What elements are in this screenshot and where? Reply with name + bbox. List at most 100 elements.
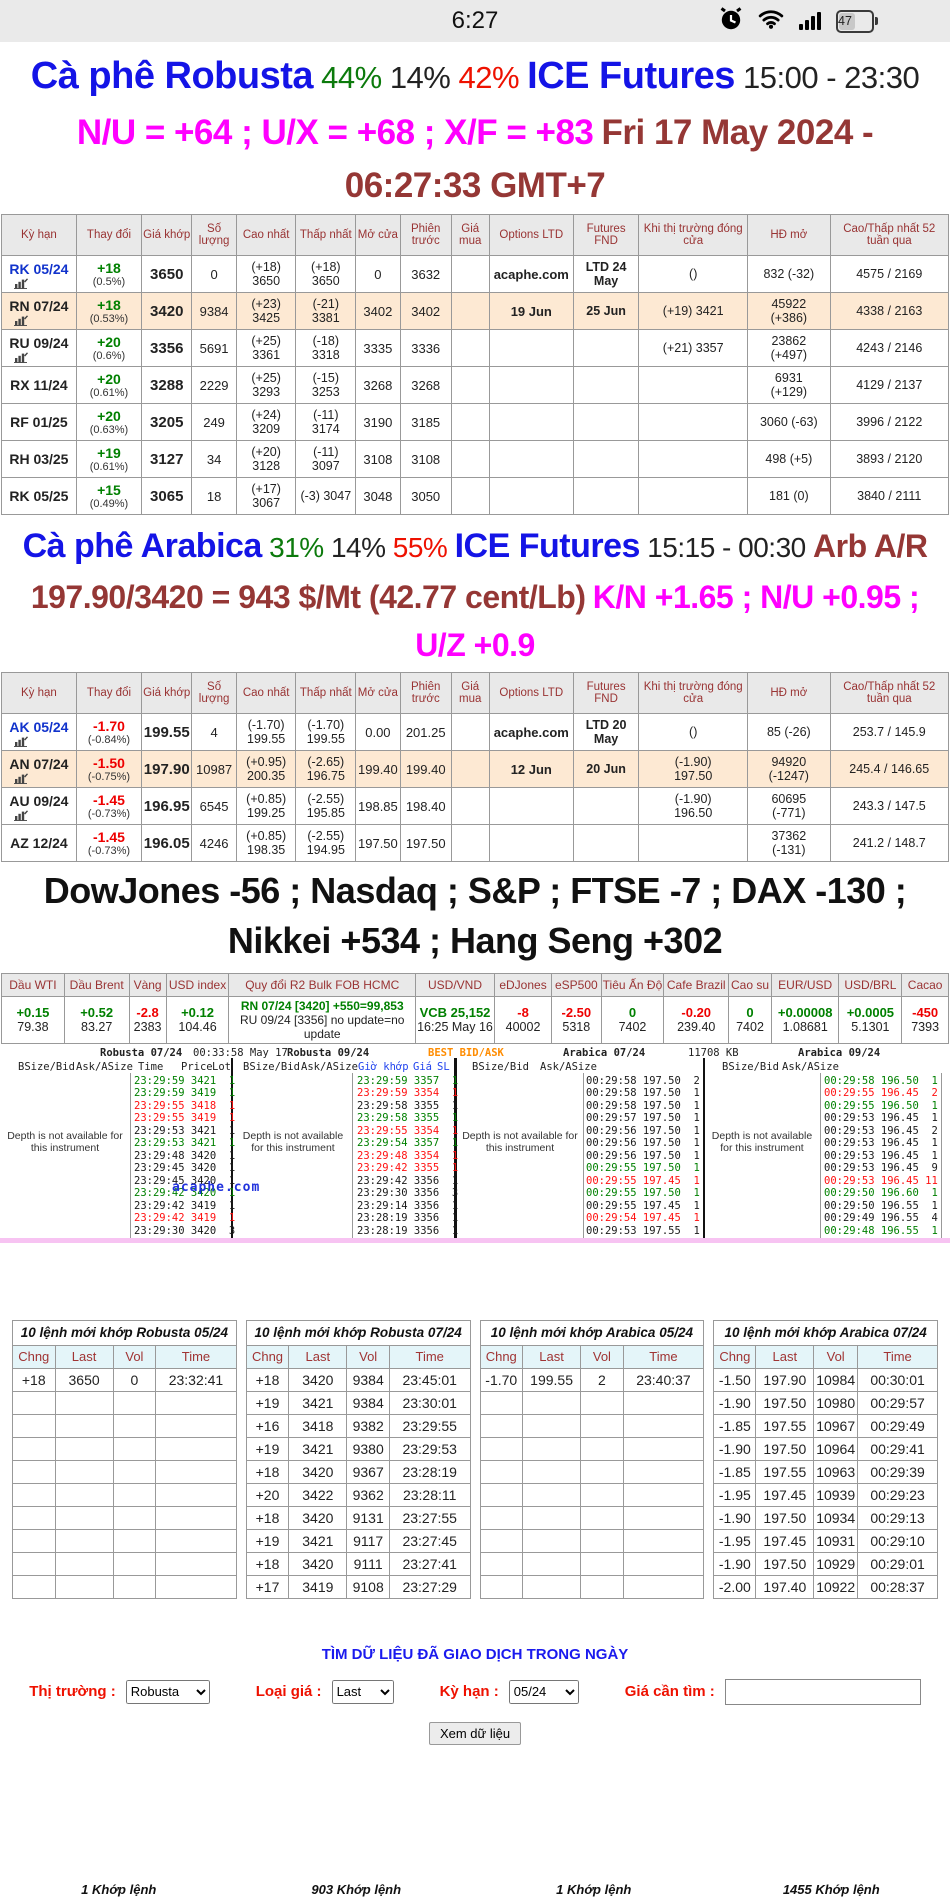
open-interest: 6931 (+129) (747, 366, 831, 405)
open-interest: 85 (-26) (747, 713, 831, 752)
depth-row: 23:29:55 3354 1 (357, 1124, 459, 1137)
depth-separator (703, 1057, 705, 1238)
strip-change: 0 (746, 1005, 754, 1021)
matched-cell (12, 1436, 56, 1461)
price-type-select[interactable]: Last (331, 1679, 394, 1704)
last-price: 3356 (141, 329, 193, 368)
search-section: TÌM DỮ LIỆU ĐÃ GIAO DỊCH TRONG NGÀY Thị … (0, 1646, 950, 1745)
depth-separator (352, 1072, 353, 1238)
matched-header-row: Chng Last Vol Time (245, 1344, 471, 1369)
strip-cell: -8 40002 (493, 995, 553, 1044)
view-data-button[interactable]: Xem dữ liệu (428, 1721, 522, 1745)
matched-cell (54, 1413, 114, 1438)
matched-cell: 23:27:55 (388, 1505, 471, 1530)
matched-title-row: 10 lệnh mới khớp Arabica 07/24 (713, 1319, 938, 1346)
buy-price (450, 292, 490, 331)
depth-row: 23:29:59 3357 1 (357, 1074, 459, 1087)
depth-row: 00:29:54 197.45 1 (586, 1212, 700, 1225)
matched-row (479, 1459, 705, 1484)
strip-header: eSP500 (551, 972, 602, 997)
matched-orders-section: 10 lệnh mới khớp Robusta 05/24 Chng Last Vo… (0, 1319, 950, 1599)
depth-row: 23:29:30 3420 3 (134, 1224, 236, 1237)
matched-cell: 197.45 (755, 1528, 815, 1553)
symbol-cell[interactable]: AK 05/24 (1, 713, 77, 752)
col-header: Số lượng (191, 672, 237, 715)
options-ltd: 19 Jun (488, 292, 574, 331)
session-high: (+0.85) 199.25 (235, 787, 297, 826)
col-header: Mở cửa (355, 214, 401, 257)
chart-icon (13, 809, 75, 821)
depth-col-label: Lot (212, 1060, 231, 1073)
matched-cell: 10929 (813, 1551, 859, 1576)
matched-col-header: Chng (12, 1344, 56, 1369)
matched-cell: +16 (245, 1413, 290, 1438)
search-title: TÌM DỮ LIỆU ĐÃ GIAO DỊCH TRONG NGÀY (321, 1645, 629, 1663)
change-percent: (0.61%) (89, 461, 129, 474)
depth-row: 00:29:58 197.50 2 (586, 1074, 700, 1087)
chart-icon (13, 277, 75, 289)
matched-cell: 3422 (288, 1482, 348, 1507)
contract-symbol: RX 11/24 (10, 377, 68, 394)
matched-cell: +20 (245, 1482, 290, 1507)
strip-header: eDJones (493, 972, 553, 997)
change-cell: +19 (0.61%) (75, 440, 143, 479)
contract-symbol: RK 05/25 (9, 488, 69, 505)
strip-value: 7393 (911, 1020, 940, 1035)
matched-cell: -1.90 (713, 1436, 757, 1461)
futures-fnd: LTD 20 May (572, 713, 640, 752)
depth-section: Robusta 07/24 00:33:58 May 17 Robusta 09/2… (0, 1044, 950, 1238)
matched-cell: 23:27:29 (388, 1574, 471, 1599)
futures-fnd (572, 366, 640, 405)
change-value: -1.50 (93, 755, 125, 772)
futures-fnd (572, 787, 640, 826)
depth-row: 00:29:53 196.45 1 (824, 1112, 938, 1125)
strip-change: RN 07/24 [3420] +550=99,853 (240, 998, 404, 1013)
depth-col-label: BSize/Bid (243, 1060, 300, 1073)
matched-cell (12, 1482, 56, 1507)
matched-row: +18 3420 9367 23:28:19 (245, 1459, 471, 1484)
last-price: 3288 (141, 366, 193, 405)
contract-symbol: RK 05/24 (9, 260, 69, 277)
volume: 5691 (191, 329, 237, 368)
prev-close: 199.40 (399, 750, 452, 789)
last-price: 199.55 (141, 713, 193, 752)
buy-price (450, 750, 490, 789)
symbol-cell: RX 11/24 (1, 366, 77, 405)
matched-cell: 23:28:11 (388, 1482, 471, 1507)
matched-cell (112, 1436, 157, 1461)
symbol-cell[interactable]: RK 05/24 (1, 255, 77, 294)
session-high: (+0.85) 198.35 (235, 824, 297, 863)
strip-change: +0.52 (80, 1005, 114, 1021)
depth-row: 23:29:30 3356 3 (357, 1187, 459, 1200)
price-search-input[interactable] (724, 1678, 921, 1705)
matched-col-header: Time (388, 1344, 471, 1369)
futures-row: AZ 12/24 -1.45 (-0.73%) 196.05 4246 (+0.85) 1… (1, 824, 950, 863)
strip-cell: +0.52 83.27 (63, 995, 130, 1044)
open-interest: 3060 (-63) (747, 403, 831, 442)
options-ltd (488, 787, 574, 826)
matched-cell: 00:29:13 (857, 1505, 938, 1530)
options-ltd (488, 477, 574, 516)
matched-cell (479, 1574, 523, 1599)
symbol-cell: AZ 12/24 (1, 824, 77, 863)
matched-cell (521, 1482, 582, 1507)
matched-cell (622, 1413, 705, 1438)
depth-row: 23:29:48 3420 1 (134, 1149, 236, 1162)
button-row: Xem dữ liệu (0, 1721, 950, 1745)
session-high: (+20) 3128 (235, 440, 297, 479)
depth-row: 23:29:42 3355 1 (357, 1162, 459, 1175)
market-select[interactable]: Robusta (125, 1679, 210, 1704)
matched-cell: 10963 (813, 1459, 859, 1484)
matched-cell: 197.40 (755, 1574, 815, 1599)
term-select[interactable]: 05/24 (508, 1679, 579, 1704)
strip-cell: -2.8 2383 (128, 995, 167, 1044)
year52-range: 4575 / 2169 (829, 255, 950, 294)
matched-cell (580, 1574, 624, 1599)
change-percent: (0.5%) (92, 276, 126, 289)
matched-row: +20 3422 9362 23:28:11 (245, 1482, 471, 1507)
session-high: (+0.95) 200.35 (235, 750, 297, 789)
depth-trade-list: 00:29:58 196.50 1 00:29:55 196.45 2 00:29:… (824, 1075, 938, 1238)
matched-cell (54, 1551, 114, 1576)
strip-change: +0.0005 (846, 1005, 895, 1021)
buy-price (450, 713, 490, 752)
